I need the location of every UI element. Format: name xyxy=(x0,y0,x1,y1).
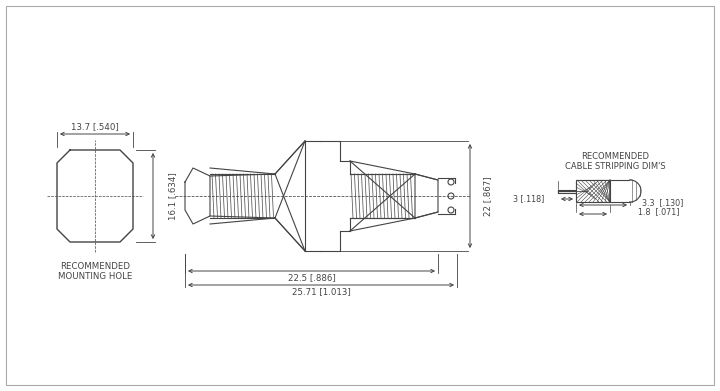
Bar xyxy=(576,180,610,202)
Text: 3.3  [.130]: 3.3 [.130] xyxy=(642,199,683,208)
Text: RECOMMENDED
MOUNTING HOLE: RECOMMENDED MOUNTING HOLE xyxy=(58,262,132,282)
Text: 1.8  [.071]: 1.8 [.071] xyxy=(638,208,680,217)
Text: 13.7 [.540]: 13.7 [.540] xyxy=(71,122,119,131)
Text: 25.71 [1.013]: 25.71 [1.013] xyxy=(292,287,351,296)
Bar xyxy=(630,180,643,202)
Text: 16.1 [.634]: 16.1 [.634] xyxy=(168,172,178,220)
Text: 3 [.118]: 3 [.118] xyxy=(513,194,544,203)
Text: RECOMMENDED
CABLE STRIPPING DIM'S: RECOMMENDED CABLE STRIPPING DIM'S xyxy=(564,152,665,171)
Text: 22 [.867]: 22 [.867] xyxy=(484,176,492,216)
Text: 22.5 [.886]: 22.5 [.886] xyxy=(287,273,336,283)
